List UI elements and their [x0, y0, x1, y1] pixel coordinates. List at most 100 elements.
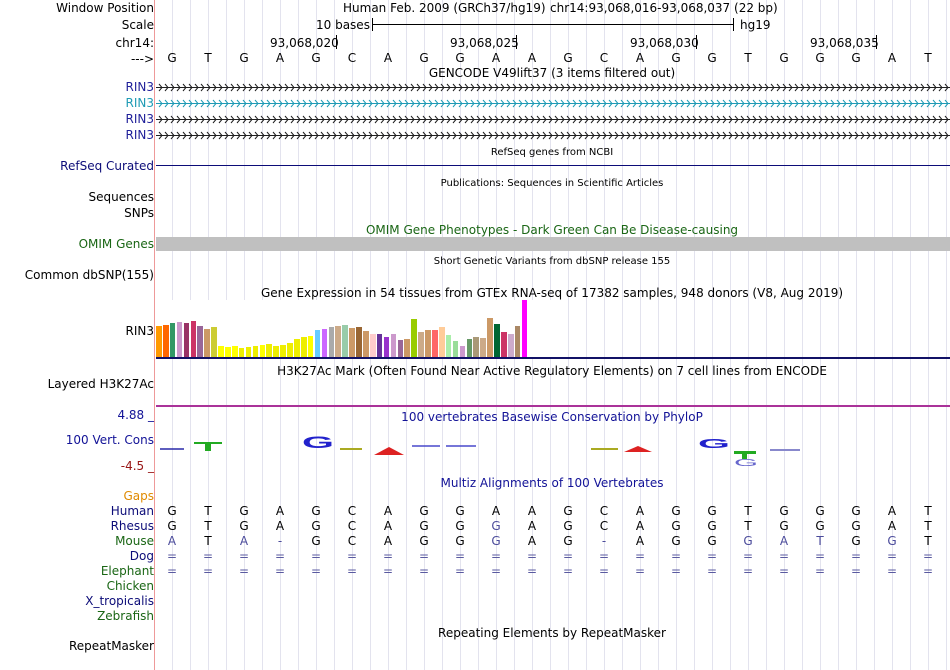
- gtex-tissue-bar[interactable]: [328, 327, 335, 357]
- grid-line: [586, 0, 587, 670]
- gtex-tissue-bar[interactable]: [300, 337, 307, 357]
- gtex-tissue-bar[interactable]: [487, 318, 493, 357]
- gtex-tissue-bar[interactable]: [183, 323, 190, 357]
- gtex-tissue-bar[interactable]: [356, 327, 362, 357]
- gtex-tissue-bar[interactable]: [204, 329, 210, 357]
- base-letter: G: [419, 51, 429, 65]
- gencode-rin3-label-3[interactable]: RIN3: [125, 112, 155, 126]
- gtex-tissue-bar[interactable]: [218, 346, 224, 357]
- sequences-label[interactable]: Sequences: [88, 190, 154, 204]
- human-aligned-base: G: [851, 504, 861, 518]
- gtex-tissue-bar[interactable]: [307, 336, 314, 357]
- mouse-aligned-base: G: [851, 534, 861, 548]
- gtex-tissue-bar[interactable]: [425, 330, 431, 357]
- gtex-tissue-bar[interactable]: [432, 330, 438, 357]
- grid-line: [568, 0, 569, 670]
- coord-tick: [516, 35, 517, 49]
- human-aligned-base: G: [239, 504, 249, 518]
- omim-gene-bar[interactable]: [156, 237, 950, 251]
- gtex-tissue-bar[interactable]: [211, 327, 217, 357]
- gtex-tissue-bar[interactable]: [376, 334, 383, 357]
- gtex-tissue-bar[interactable]: [480, 338, 486, 357]
- gtex-tissue-bar[interactable]: [156, 326, 162, 357]
- gtex-tissue-bar[interactable]: [459, 346, 466, 357]
- gtex-tissue-bar[interactable]: [335, 326, 342, 357]
- gtex-tissue-bar[interactable]: [390, 334, 397, 357]
- gtex-tissue-bar[interactable]: [507, 334, 514, 357]
- gencode-rin3-label-2[interactable]: RIN3: [125, 96, 155, 110]
- gtex-tissue-bar[interactable]: [466, 339, 473, 357]
- gtex-tissue-bar[interactable]: [245, 347, 252, 357]
- gtex-tissue-bar[interactable]: [273, 346, 279, 357]
- gtex-tissue-bar[interactable]: [294, 339, 300, 357]
- vert-cons-label[interactable]: 100 Vert. Cons: [65, 433, 154, 447]
- human-aligned-base: A: [383, 504, 393, 518]
- grid-line: [640, 0, 641, 670]
- phylop-conservation-logo[interactable]: G G G: [156, 428, 950, 468]
- grid-line: [676, 0, 677, 670]
- gtex-tissue-bar[interactable]: [363, 331, 369, 357]
- gtex-tissue-bar[interactable]: [411, 319, 417, 357]
- dog-aligned-base: =: [850, 549, 862, 563]
- gtex-tissue-bar[interactable]: [383, 337, 390, 357]
- gtex-tissue-bar[interactable]: [445, 335, 452, 357]
- gtex-tissue-bar[interactable]: [287, 343, 293, 357]
- gtex-tissue-bar[interactable]: [521, 300, 528, 357]
- base-letter: T: [204, 51, 212, 65]
- rhesus-aligned-base: T: [204, 519, 212, 533]
- gtex-tissue-bar[interactable]: [266, 344, 273, 357]
- gtex-tissue-bar[interactable]: [438, 327, 445, 357]
- gtex-baseline: [156, 357, 950, 359]
- gtex-tissue-bar[interactable]: [162, 325, 169, 357]
- grid-line: [622, 0, 623, 670]
- human-aligned-base: G: [455, 504, 465, 518]
- mouse-aligned-base: G: [743, 534, 753, 548]
- gtex-bar-chart[interactable]: [156, 300, 556, 357]
- gtex-tissue-bar[interactable]: [176, 322, 183, 357]
- gtex-tissue-bar[interactable]: [369, 334, 376, 357]
- gtex-tissue-bar[interactable]: [238, 348, 245, 357]
- h3k27ac-signal-line[interactable]: [156, 405, 950, 407]
- gtex-tissue-bar[interactable]: [514, 326, 521, 357]
- base-letter: G: [671, 51, 681, 65]
- gencode-transcript-4[interactable]: [156, 131, 950, 140]
- gtex-tissue-bar[interactable]: [342, 325, 348, 357]
- gtex-tissue-bar[interactable]: [280, 345, 286, 357]
- gtex-tissue-bar[interactable]: [314, 330, 321, 357]
- gtex-tissue-bar[interactable]: [231, 346, 238, 357]
- refseq-curated-label[interactable]: RefSeq Curated: [60, 159, 154, 173]
- gencode-transcript-1[interactable]: [156, 83, 950, 92]
- gtex-tissue-bar[interactable]: [349, 328, 355, 357]
- snps-label[interactable]: SNPs: [124, 206, 154, 220]
- gtex-tissue-bar[interactable]: [494, 324, 500, 357]
- gtex-tissue-bar[interactable]: [501, 332, 507, 357]
- gtex-tissue-bar[interactable]: [252, 346, 259, 357]
- gtex-tissue-bar[interactable]: [197, 326, 204, 357]
- gtex-tissue-bar[interactable]: [404, 339, 411, 357]
- gencode-transcript-2[interactable]: [156, 99, 950, 108]
- gtex-tissue-bar[interactable]: [259, 345, 266, 357]
- layered-h3k27ac-label[interactable]: Layered H3K27Ac: [47, 377, 154, 391]
- gtex-tissue-bar[interactable]: [418, 332, 424, 357]
- base-letter: T: [744, 51, 752, 65]
- grid-line: [802, 0, 803, 670]
- gencode-rin3-label-1[interactable]: RIN3: [125, 80, 155, 94]
- repeatmasker-label[interactable]: RepeatMasker: [68, 639, 154, 653]
- gtex-tissue-bar[interactable]: [452, 341, 459, 357]
- gtex-tissue-bar[interactable]: [397, 340, 404, 357]
- omim-genes-label[interactable]: OMIM Genes: [78, 237, 154, 251]
- gtex-tissue-bar[interactable]: [225, 347, 231, 357]
- gencode-track-title[interactable]: GENCODE V49lift37 (3 items filtered out): [428, 66, 676, 80]
- gtex-rin3-label[interactable]: RIN3: [125, 324, 155, 338]
- gtex-tissue-bar[interactable]: [190, 321, 197, 357]
- mouse-aligned-base: A: [635, 534, 645, 548]
- gtex-tissue-bar[interactable]: [473, 337, 480, 357]
- grid-line: [712, 0, 713, 670]
- refseq-gene-line[interactable]: [156, 165, 950, 166]
- gencode-transcript-3[interactable]: [156, 115, 950, 124]
- common-dbsnp-label[interactable]: Common dbSNP(155): [24, 268, 154, 282]
- dog-aligned-base: =: [634, 549, 646, 563]
- gtex-tissue-bar[interactable]: [169, 323, 176, 357]
- gtex-tissue-bar[interactable]: [321, 329, 328, 357]
- gencode-rin3-label-4[interactable]: RIN3: [125, 128, 155, 142]
